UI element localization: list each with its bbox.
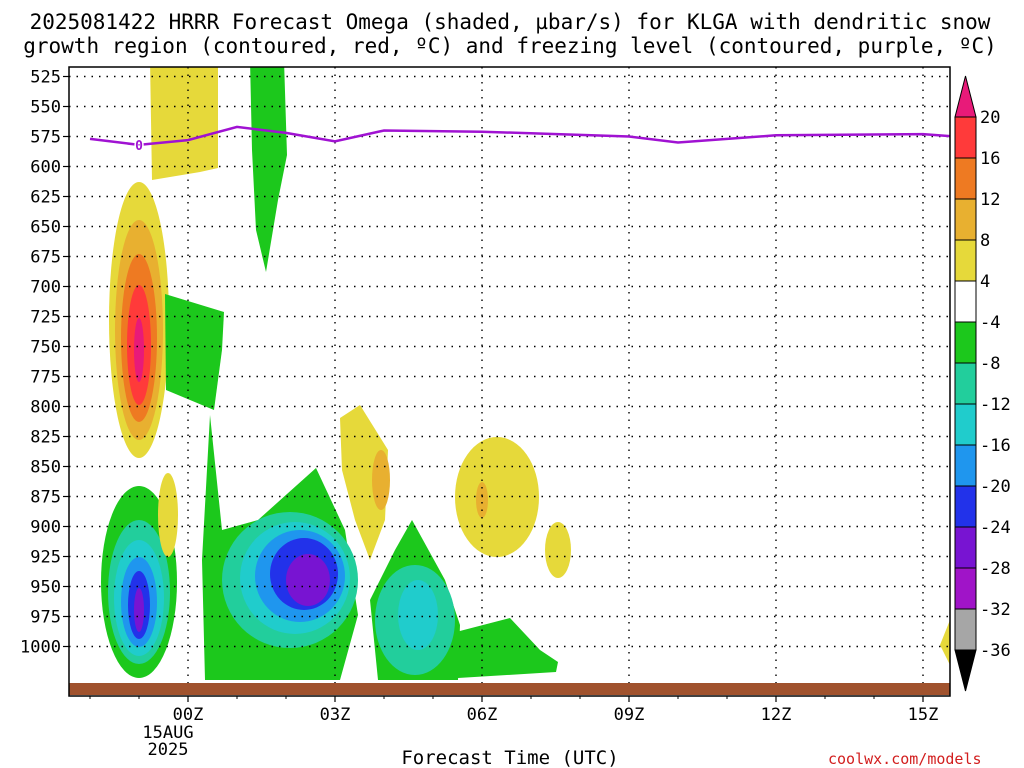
positive-1600Z-edge (940, 620, 950, 665)
y-tick-label: 775 (30, 368, 61, 388)
y-tick-label: 750 (30, 338, 61, 358)
colorbar-label: -20 (980, 477, 1011, 497)
colorbar-bottom-arrow (954, 649, 977, 692)
colorbar-cell (954, 239, 977, 282)
colorbar-label: -36 (980, 641, 1011, 661)
x-tick-label: 00Z (173, 705, 204, 725)
colorbar-cell (954, 567, 977, 610)
negative-0700Z (456, 618, 558, 678)
y-tick-label: 1000 (20, 638, 61, 658)
x-date-label-day: 15AUG (142, 723, 193, 743)
colorbar-cell (954, 444, 977, 487)
y-tick-label: 575 (30, 128, 61, 148)
y-tick-label: 900 (30, 518, 61, 538)
colorbar-cell (954, 116, 977, 159)
credit-link[interactable]: coolwx.com/models (828, 750, 982, 768)
colorbar-cell (954, 403, 977, 446)
freezing-level-line (89, 125, 950, 147)
upward-column-2330Z-20 (134, 318, 144, 382)
colorbar-cell (954, 608, 977, 651)
positive-0600Z-8 (476, 482, 488, 518)
colorbar-label: 4 (980, 272, 990, 292)
positive-0400Z-8 (372, 450, 390, 510)
colorbar-label: -28 (980, 559, 1011, 579)
colorbar-cell (954, 485, 977, 528)
y-tick-label: 925 (30, 548, 61, 568)
colorbar: 20 16 12 8 4 -4 -8 -12 -16 -20 -24 -28 -32 -36 (954, 75, 1011, 692)
colorbar-label: 16 (980, 149, 1000, 169)
colorbar-cell (954, 280, 977, 323)
positive-0400Z (340, 405, 388, 560)
colorbar-label: -8 (980, 354, 1000, 374)
colorbar-label: -16 (980, 436, 1011, 456)
freezing-level-layer: 0 (89, 125, 950, 155)
positive-0000Z-small (158, 473, 178, 557)
y-tick-label: 650 (30, 218, 61, 238)
negative-0500Z-12 (398, 580, 438, 650)
colorbar-label: -12 (980, 395, 1011, 415)
y-tick-label: 550 (30, 98, 61, 118)
negative-0030Z (165, 294, 224, 410)
colorbar-cell (954, 198, 977, 241)
x-tick-label: 03Z (320, 705, 351, 725)
y-tick-label: 950 (30, 578, 61, 598)
colorbar-label: 8 (980, 231, 990, 251)
x-axis-label: Forecast Time (UTC) (401, 747, 618, 768)
x-date-label-year: 2025 (148, 740, 189, 760)
y-tick-label: 600 (30, 158, 61, 178)
upper-negative-0200Z (250, 67, 287, 272)
x-tick-label: 06Z (467, 705, 498, 725)
x-tick-label: 12Z (761, 705, 792, 725)
y-tick-label: 800 (30, 398, 61, 418)
y-tick-label: 625 (30, 188, 61, 208)
positive-0800Z (545, 522, 571, 578)
chart-title-line1: 2025081422 HRRR Forecast Omega (shaded, … (30, 10, 991, 34)
y-tick-label: 825 (30, 428, 61, 448)
y-tick-label: 700 (30, 278, 61, 298)
colorbar-label: -4 (980, 313, 1000, 333)
y-tick-label: 875 (30, 488, 61, 508)
y-tick-label: 525 (30, 68, 61, 88)
colorbar-label: 20 (980, 108, 1000, 128)
y-tick-label: 725 (30, 308, 61, 328)
main-negative-0300Z-24 (286, 554, 330, 606)
chart-title-line2: growth region (contoured, red, ºC) and f… (23, 34, 997, 58)
plot-frame (68, 66, 951, 697)
colorbar-cell (954, 526, 977, 569)
y-tick-label: 850 (30, 458, 61, 478)
low-negative-2330Z-24 (134, 588, 144, 632)
colorbar-label: -32 (980, 600, 1011, 620)
freezing-level-label: 0 (135, 139, 143, 154)
y-tick-label: 675 (30, 248, 61, 268)
x-tick-label: 15Z (908, 705, 939, 725)
colorbar-label: -24 (980, 518, 1011, 538)
upper-positive-0000Z (150, 67, 218, 180)
colorbar-cell (954, 362, 977, 405)
x-tick-label: 09Z (614, 705, 645, 725)
x-axis-ticks: 00Z 03Z 06Z 09Z 12Z 15Z (89, 696, 939, 725)
omega-shading-layer (101, 67, 950, 680)
colorbar-label: 12 (980, 190, 1000, 210)
y-tick-label: 975 (30, 608, 61, 628)
colorbar-top-arrow (954, 75, 977, 118)
y-axis-ticks: 525 550 575 600 625 650 675 700 725 750 775 800 825 8… (20, 68, 69, 658)
colorbar-cell (954, 321, 977, 364)
terrain-bar (69, 683, 950, 695)
colorbar-cell (954, 157, 977, 200)
